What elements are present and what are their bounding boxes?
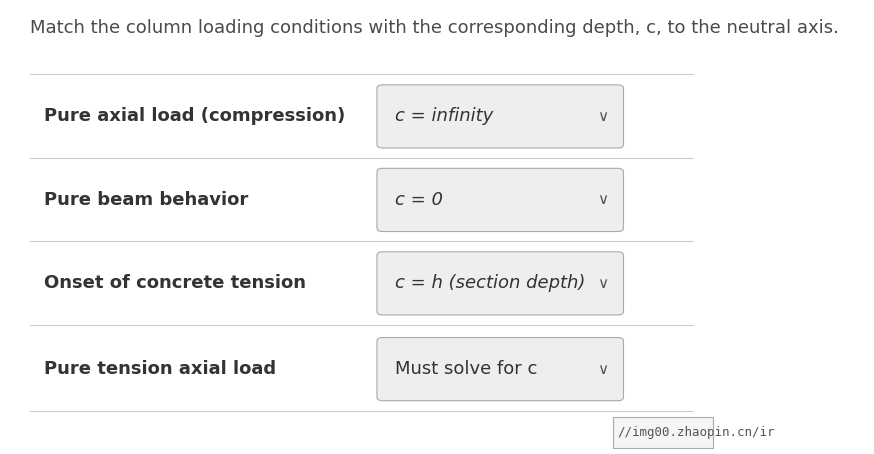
Text: Onset of concrete tension: Onset of concrete tension: [45, 274, 306, 292]
FancyBboxPatch shape: [377, 252, 623, 315]
Text: ∨: ∨: [597, 109, 607, 124]
FancyBboxPatch shape: [613, 417, 712, 448]
Text: Pure axial load (compression): Pure axial load (compression): [45, 108, 345, 125]
Text: ∨: ∨: [597, 192, 607, 207]
FancyBboxPatch shape: [377, 85, 623, 148]
Text: Must solve for c: Must solve for c: [395, 360, 538, 378]
Text: ∨: ∨: [597, 276, 607, 291]
Text: c = h (section depth): c = h (section depth): [395, 274, 586, 292]
Text: //img00.zhaopin.cn/ir: //img00.zhaopin.cn/ir: [617, 426, 774, 439]
Text: Match the column loading conditions with the corresponding depth, c, to the neut: Match the column loading conditions with…: [30, 20, 839, 37]
Text: c = 0: c = 0: [395, 191, 443, 209]
Text: c = infinity: c = infinity: [395, 108, 494, 125]
Text: Pure beam behavior: Pure beam behavior: [45, 191, 248, 209]
Text: Pure tension axial load: Pure tension axial load: [45, 360, 276, 378]
Text: ∨: ∨: [597, 362, 607, 377]
FancyBboxPatch shape: [377, 338, 623, 401]
FancyBboxPatch shape: [377, 168, 623, 232]
